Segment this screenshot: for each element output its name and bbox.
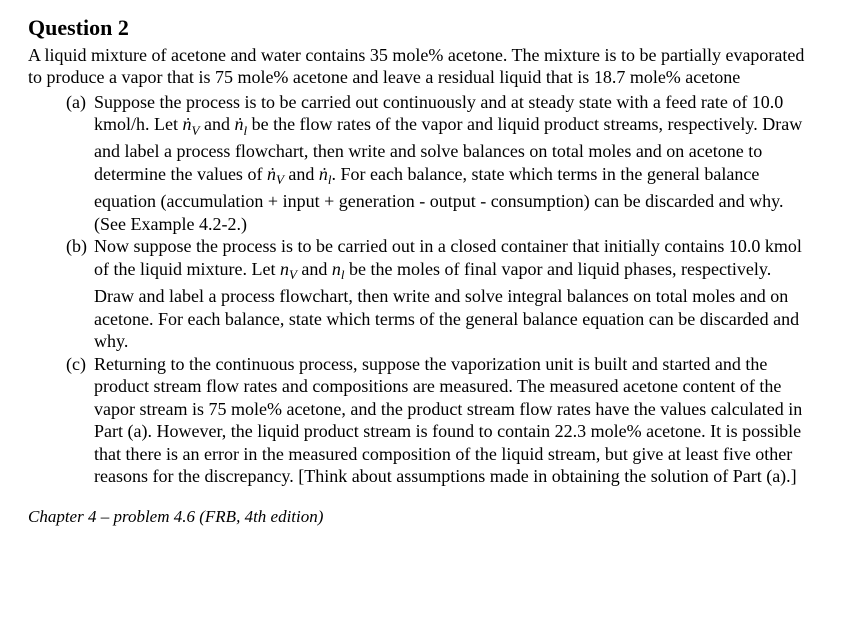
part-b-text: Now suppose the process is to be carried… [94, 236, 802, 351]
part-a-and-2: and [284, 164, 319, 184]
part-a: (a) Suppose the process is to be carried… [66, 91, 809, 236]
question-title: Question 2 [28, 14, 809, 42]
var-n-l: nl [332, 259, 345, 279]
n-dot: ṅ [267, 164, 276, 184]
question-intro: A liquid mixture of acetone and water co… [28, 44, 809, 89]
sub-v: V [276, 172, 284, 187]
part-c-marker: (c) [66, 353, 86, 376]
footer-reference: Chapter 4 – problem 4.6 (FRB, 4th editio… [28, 506, 809, 527]
var-n-v: nV [280, 259, 297, 279]
part-a-marker: (a) [66, 91, 86, 114]
n-dot: ṅ [319, 164, 328, 184]
n-plain: n [280, 259, 289, 279]
part-b: (b) Now suppose the process is to be car… [66, 235, 809, 352]
n-dot: ṅ [183, 114, 192, 134]
n-plain: n [332, 259, 341, 279]
var-n-dot-v: ṅV [183, 114, 200, 134]
part-c: (c) Returning to the continuous process,… [66, 353, 809, 488]
part-a-text: Suppose the process is to be carried out… [94, 92, 802, 234]
parts-list: (a) Suppose the process is to be carried… [66, 91, 809, 488]
part-b-seg2: and [297, 259, 332, 279]
var-n-dot-l: ṅl [234, 114, 247, 134]
sub-v: V [289, 267, 297, 282]
part-a-seg2: and [199, 114, 234, 134]
var-n-dot-v-2: ṅV [267, 164, 284, 184]
var-n-dot-l-2: ṅl [319, 164, 332, 184]
part-b-marker: (b) [66, 235, 87, 258]
page: Question 2 A liquid mixture of acetone a… [0, 0, 849, 541]
part-c-text: Returning to the continuous process, sup… [94, 354, 802, 487]
